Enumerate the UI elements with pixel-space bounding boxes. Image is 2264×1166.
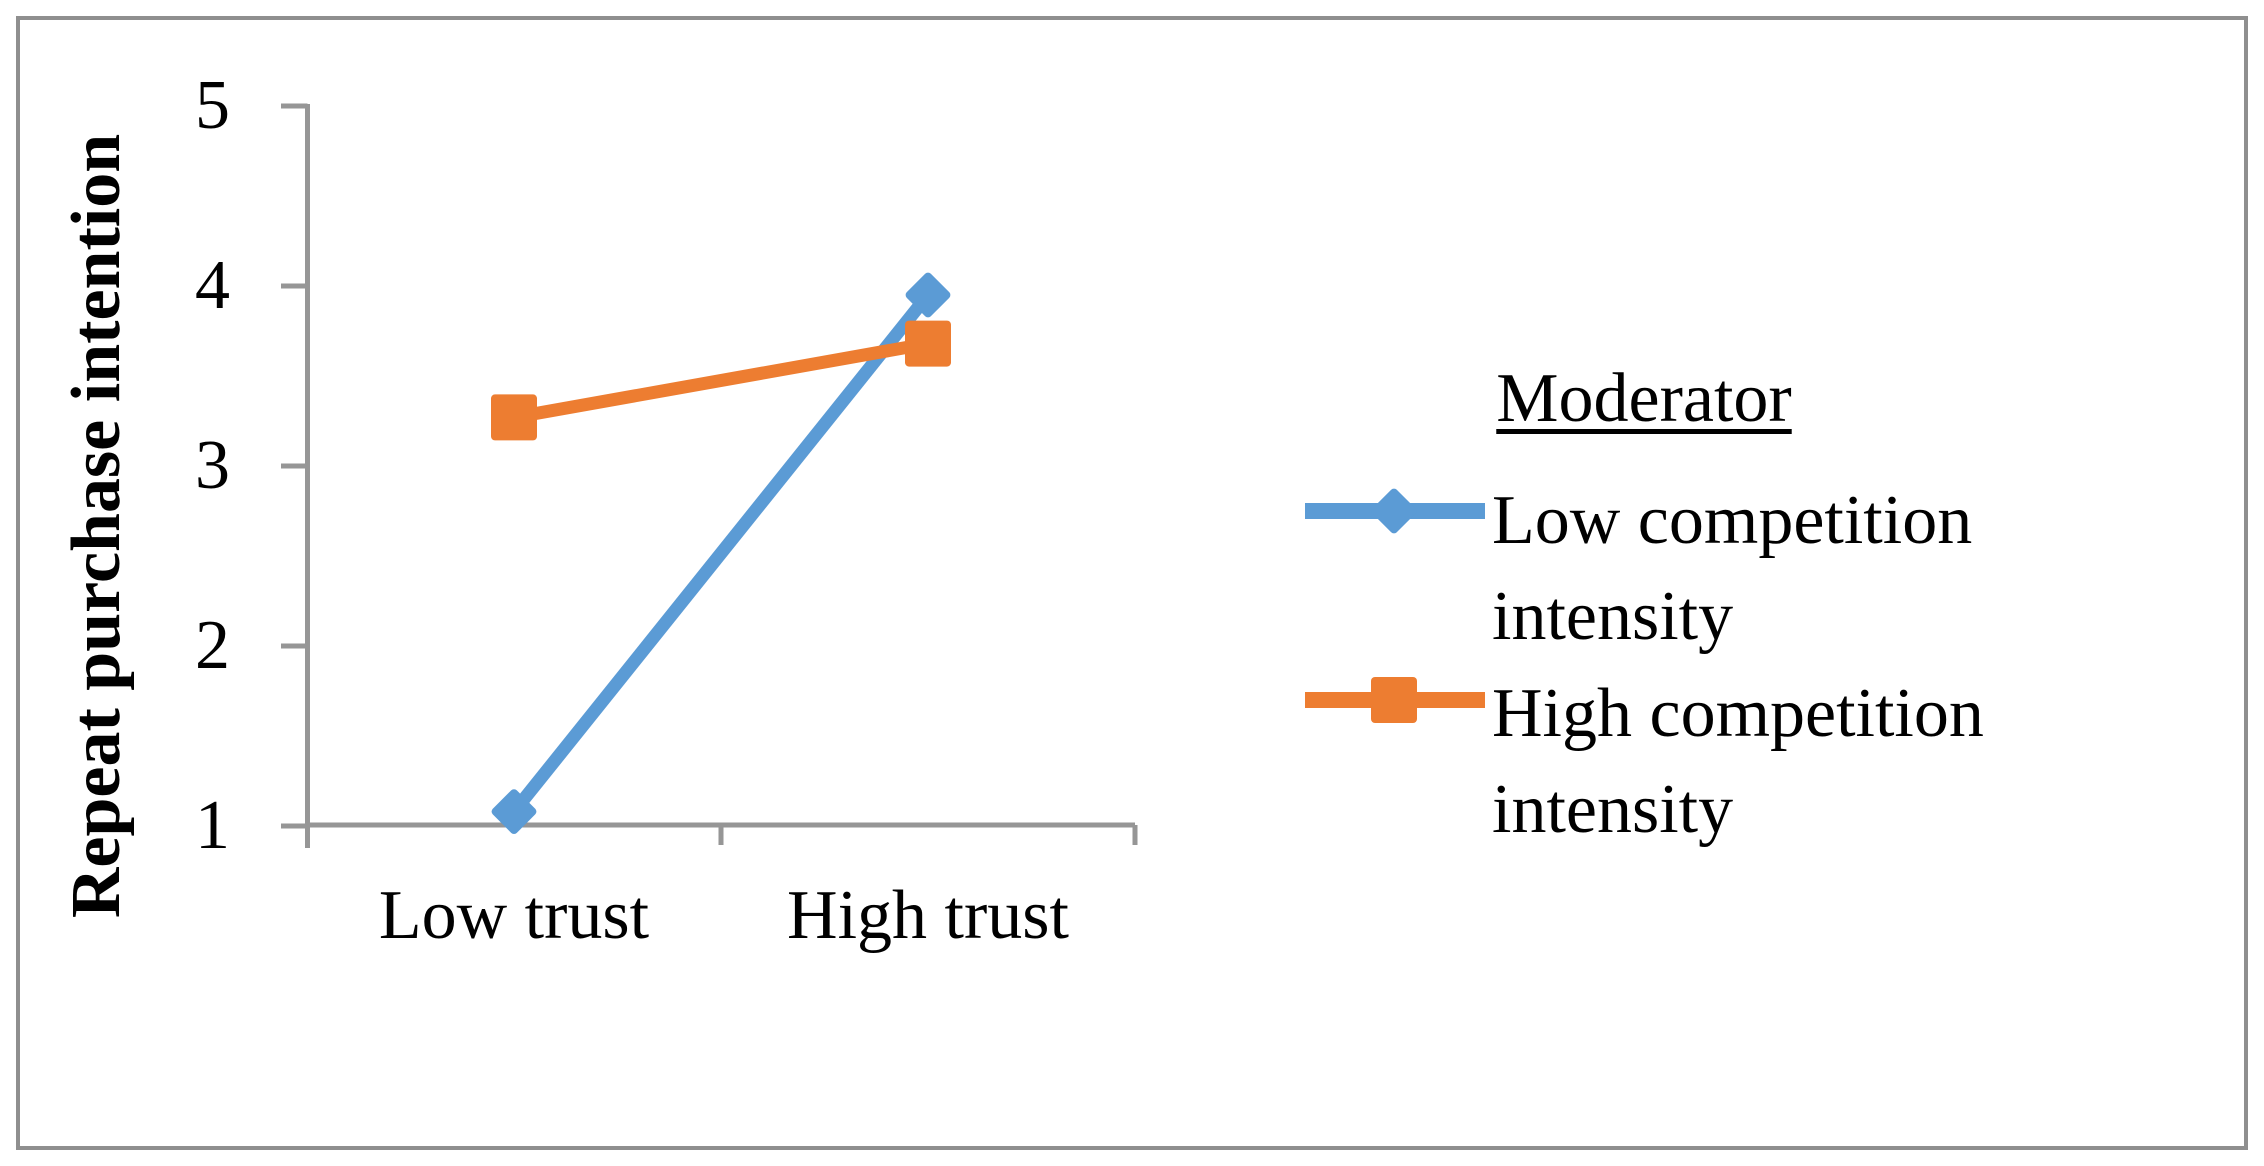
x-category-label-high-trust: High trust [787, 877, 1069, 954]
data-point-marker [491, 394, 537, 441]
data-point-marker [905, 272, 951, 318]
y-tick-label-4: 4 [195, 247, 230, 324]
y-tick-label-1: 1 [195, 787, 230, 864]
x-category-label-low-trust: Low trust [378, 877, 650, 954]
legend-entry-label-low-competition: Low competition intensity [1492, 482, 1973, 655]
y-tick-label-5: 5 [195, 67, 230, 144]
series-line-low-competition [508, 290, 934, 816]
data-point-marker [491, 789, 537, 834]
legend-swatch-marker [1371, 488, 1417, 534]
data-point-marker [905, 320, 951, 367]
y-tick-label-2: 2 [195, 607, 230, 684]
legend-title: Moderator [1496, 360, 1792, 437]
legend-swatch-marker [1371, 677, 1417, 723]
series-line-high-competition [512, 337, 930, 424]
legend-entry-label-high-competition: High competition intensity [1492, 675, 1984, 848]
y-tick-label-3: 3 [195, 427, 230, 504]
